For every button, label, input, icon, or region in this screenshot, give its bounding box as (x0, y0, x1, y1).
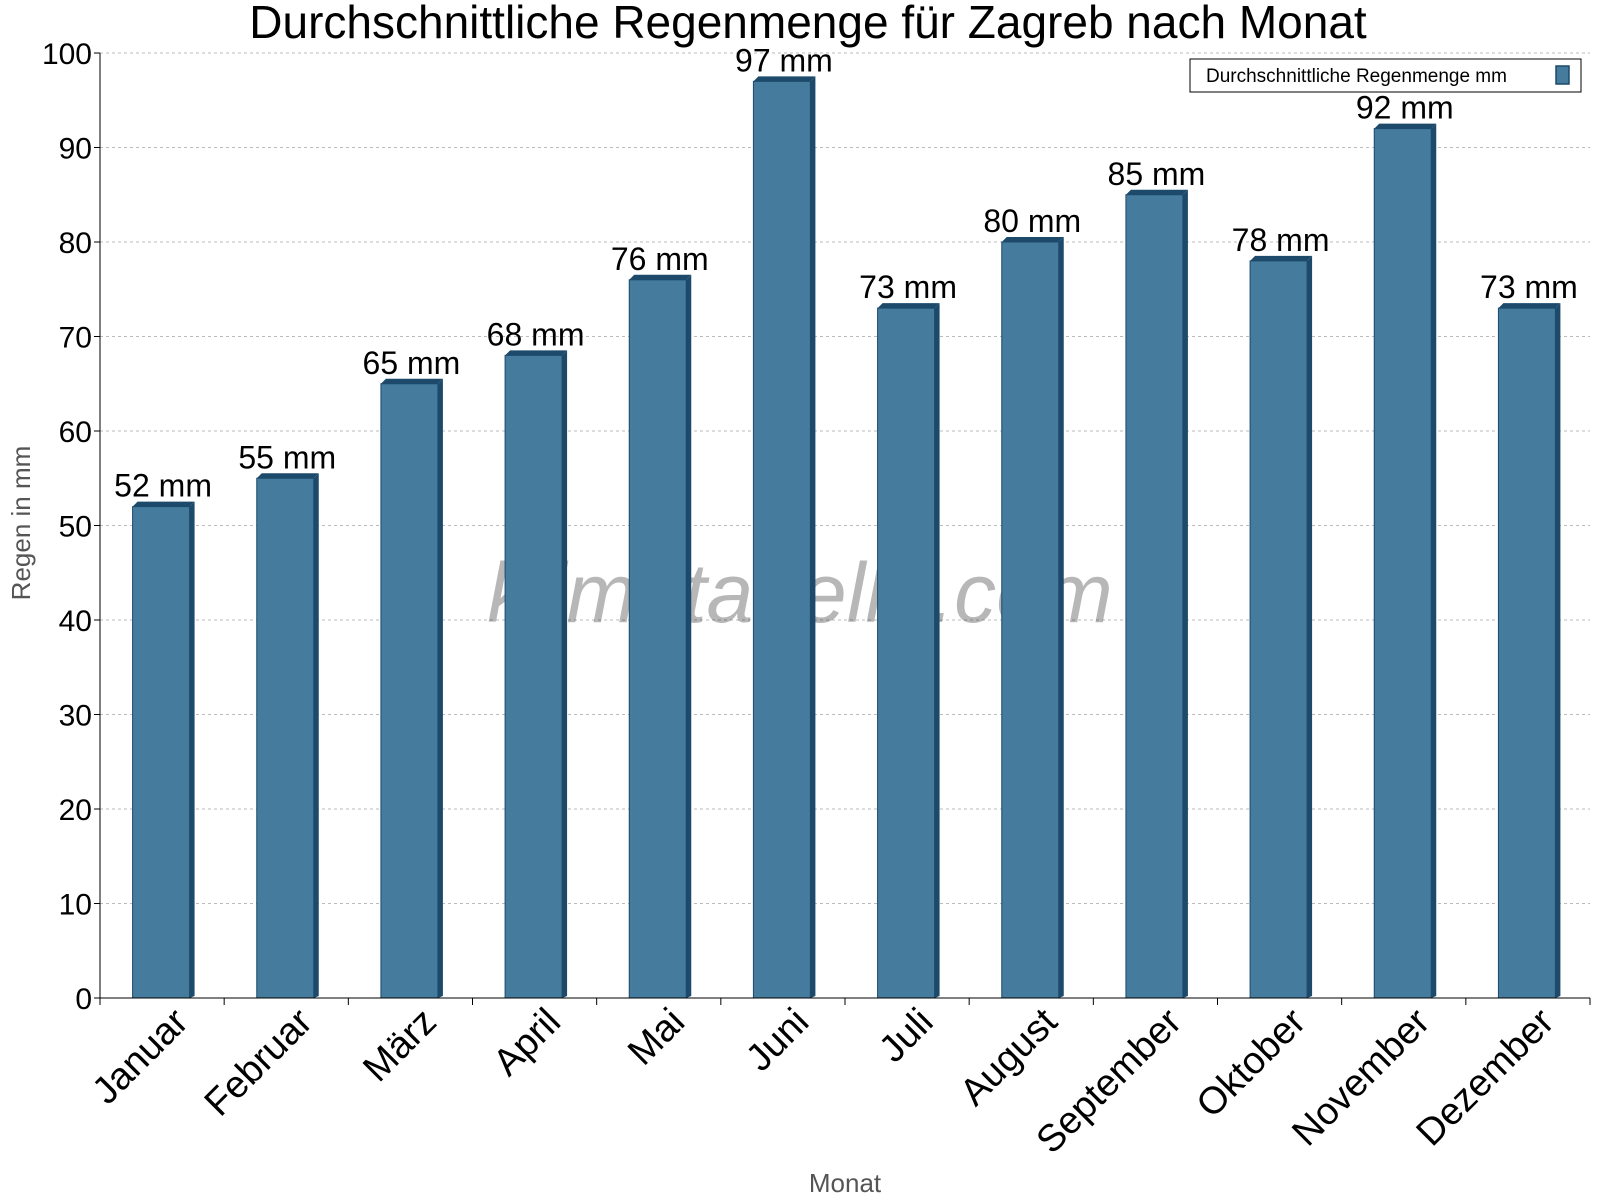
x-tick-label: Juli (871, 1001, 941, 1071)
data-label: 76 mm (611, 241, 709, 277)
data-labels: 52 mm 55 mm 65 mm 68 mm 76 mm 97 mm 73 mm 80 mm… (114, 42, 1578, 503)
y-tick-label: 20 (59, 794, 92, 827)
bars (132, 76, 1561, 999)
bar-april (504, 350, 568, 999)
bar-top (380, 378, 443, 384)
bar-side (1182, 189, 1188, 998)
bar-front (380, 383, 439, 999)
y-tick-label: 100 (42, 38, 92, 71)
bar-dezember (1497, 303, 1561, 999)
data-label: 55 mm (238, 439, 336, 475)
grid-lines (100, 52, 1590, 904)
bar-top (1374, 123, 1437, 129)
bar-oktober (1249, 255, 1313, 999)
bar-front (256, 477, 315, 999)
bar-november (1373, 123, 1437, 999)
bar-front (132, 506, 191, 999)
y-tick-label: 40 (59, 605, 92, 638)
x-tick-label: Mai (620, 1001, 693, 1074)
x-tick-label: Dezember (1409, 1000, 1563, 1154)
bar-mai (628, 274, 692, 999)
bar-front (504, 354, 563, 999)
bar-top (132, 501, 195, 507)
bar-side (1058, 237, 1064, 998)
bar-front (877, 307, 936, 999)
x-axis-label: Monat (809, 1168, 882, 1198)
bar-side (189, 501, 195, 998)
data-label: 78 mm (1232, 222, 1330, 258)
data-label: 52 mm (114, 468, 212, 504)
x-tick-label: Oktober (1189, 1000, 1315, 1126)
bar-top (1498, 303, 1561, 309)
bar-front (1373, 128, 1432, 999)
data-label: 85 mm (1108, 156, 1206, 192)
bar-august (1001, 237, 1064, 999)
bar-top (1125, 189, 1188, 195)
bar-side (686, 274, 692, 998)
x-tick-label: März (355, 1001, 444, 1090)
legend: Durchschnittliche Regenmenge mm (1189, 58, 1582, 93)
data-label: 65 mm (363, 345, 461, 381)
bar-front (628, 279, 687, 999)
data-label: 68 mm (487, 316, 585, 352)
bar-top (877, 303, 940, 309)
x-tick-label: August (952, 1000, 1066, 1114)
bar-side (1307, 255, 1313, 998)
y-tick-label: 50 (59, 511, 92, 544)
bar-side (1555, 303, 1561, 998)
y-tick-label: 0 (75, 983, 92, 1016)
data-label: 73 mm (859, 269, 957, 305)
bar-top (1250, 255, 1313, 261)
y-tick-label: 70 (59, 322, 92, 355)
bar-januar (132, 501, 195, 999)
bar-märz (380, 378, 443, 999)
bar-front (1497, 307, 1556, 999)
y-tick-label: 30 (59, 700, 92, 733)
bar-top (629, 274, 692, 280)
x-tick-label: Januar (85, 1000, 197, 1112)
legend-box (1189, 58, 1582, 93)
x-tick-label: April (485, 1001, 568, 1084)
bar-side (437, 378, 443, 998)
bar-juni (752, 76, 816, 999)
bar-side (1431, 123, 1437, 999)
legend-swatch (1555, 65, 1570, 85)
legend-label: Durchschnittliche Regenmenge mm (1206, 66, 1507, 87)
data-label: 80 mm (983, 203, 1081, 239)
y-tick-label: 80 (59, 227, 92, 260)
bar-top (256, 473, 319, 479)
x-tick-label: Juni (738, 1001, 817, 1080)
bar-top (505, 350, 568, 356)
y-tick-label: 10 (59, 889, 92, 922)
data-label: 73 mm (1480, 269, 1578, 305)
bar-side (562, 350, 568, 998)
y-tick-label: 60 (59, 416, 92, 449)
data-label: 97 mm (735, 42, 833, 78)
data-label: 92 mm (1356, 90, 1454, 126)
bar-front (752, 80, 811, 999)
bar-front (1249, 260, 1308, 999)
bar-front (1125, 194, 1184, 999)
bar-side (810, 76, 816, 999)
bar-top (753, 76, 816, 82)
bar-front (1001, 241, 1060, 999)
bar-september (1125, 189, 1188, 999)
bar-juli (877, 303, 940, 999)
chart-title: Durchschnittliche Regenmenge für Zagreb … (249, 0, 1367, 48)
bar-top (1001, 237, 1064, 242)
bar-februar (256, 473, 319, 999)
bar-side (934, 303, 940, 998)
y-tick-label: 90 (59, 133, 92, 166)
bar-side (313, 473, 319, 998)
y-axis-label: Regen in mm (6, 446, 36, 601)
x-tick-label: Februar (197, 1000, 321, 1124)
